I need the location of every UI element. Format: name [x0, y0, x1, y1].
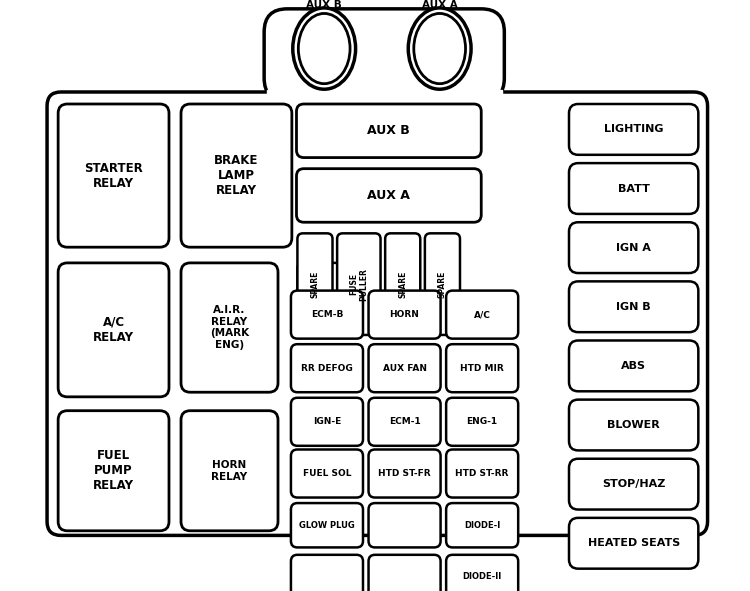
FancyBboxPatch shape: [368, 503, 440, 547]
Text: A/C
RELAY: A/C RELAY: [93, 316, 134, 344]
FancyBboxPatch shape: [569, 340, 698, 391]
FancyBboxPatch shape: [181, 411, 278, 531]
Text: AUX B: AUX B: [368, 124, 410, 137]
FancyBboxPatch shape: [296, 104, 482, 158]
FancyBboxPatch shape: [569, 163, 698, 214]
FancyBboxPatch shape: [569, 518, 698, 569]
Text: ECM-B: ECM-B: [310, 310, 344, 319]
Ellipse shape: [298, 14, 350, 84]
FancyBboxPatch shape: [446, 291, 518, 339]
Text: ABS: ABS: [621, 361, 646, 371]
Text: BLOWER: BLOWER: [608, 420, 660, 430]
FancyBboxPatch shape: [386, 233, 420, 335]
Text: IGN A: IGN A: [616, 243, 651, 252]
FancyBboxPatch shape: [368, 398, 440, 446]
Text: FUSE
PULLER: FUSE PULLER: [350, 268, 368, 301]
FancyBboxPatch shape: [291, 398, 363, 446]
Text: HORN
RELAY: HORN RELAY: [211, 460, 248, 482]
FancyBboxPatch shape: [368, 291, 440, 339]
FancyBboxPatch shape: [569, 281, 698, 332]
Text: AUX B: AUX B: [306, 0, 342, 10]
FancyBboxPatch shape: [264, 9, 504, 101]
FancyBboxPatch shape: [58, 411, 169, 531]
FancyBboxPatch shape: [446, 344, 518, 392]
FancyBboxPatch shape: [569, 400, 698, 450]
Text: DIODE-I: DIODE-I: [464, 521, 500, 530]
FancyBboxPatch shape: [291, 450, 363, 498]
Bar: [267, 90, 502, 101]
FancyBboxPatch shape: [291, 291, 363, 339]
FancyBboxPatch shape: [291, 555, 363, 591]
FancyBboxPatch shape: [296, 168, 482, 222]
Text: AUX A: AUX A: [368, 189, 410, 202]
FancyBboxPatch shape: [58, 104, 169, 247]
Text: IGN-E: IGN-E: [313, 417, 341, 426]
Text: BRAKE
LAMP
RELAY: BRAKE LAMP RELAY: [214, 154, 259, 197]
Text: SPARE: SPARE: [310, 271, 320, 298]
Text: DIODE-II: DIODE-II: [463, 573, 502, 582]
FancyBboxPatch shape: [181, 263, 278, 392]
Text: SPARE: SPARE: [398, 271, 407, 298]
Text: GLOW PLUG: GLOW PLUG: [299, 521, 355, 530]
FancyBboxPatch shape: [58, 263, 169, 397]
Text: AUX A: AUX A: [422, 0, 458, 10]
Text: HTD ST-FR: HTD ST-FR: [378, 469, 430, 478]
Text: STOP/HAZ: STOP/HAZ: [602, 479, 665, 489]
FancyBboxPatch shape: [569, 222, 698, 273]
Ellipse shape: [292, 8, 356, 89]
Text: SPARE: SPARE: [438, 271, 447, 298]
FancyBboxPatch shape: [368, 450, 440, 498]
Text: FUEL
PUMP
RELAY: FUEL PUMP RELAY: [93, 449, 134, 492]
Text: ENG-1: ENG-1: [466, 417, 498, 426]
Text: AUX FAN: AUX FAN: [382, 363, 427, 373]
Ellipse shape: [414, 14, 466, 84]
FancyBboxPatch shape: [337, 233, 380, 335]
Text: HORN: HORN: [389, 310, 419, 319]
Text: ECM-1: ECM-1: [388, 417, 421, 426]
Text: A.I.R.
RELAY
(MARK
ENG): A.I.R. RELAY (MARK ENG): [210, 305, 249, 350]
Text: LIGHTING: LIGHTING: [604, 124, 664, 134]
FancyBboxPatch shape: [291, 344, 363, 392]
Text: A/C: A/C: [474, 310, 490, 319]
FancyBboxPatch shape: [47, 92, 707, 535]
FancyBboxPatch shape: [368, 344, 440, 392]
FancyBboxPatch shape: [446, 398, 518, 446]
Text: IGN B: IGN B: [616, 302, 651, 312]
FancyBboxPatch shape: [569, 104, 698, 155]
Ellipse shape: [408, 8, 471, 89]
FancyBboxPatch shape: [291, 503, 363, 547]
FancyBboxPatch shape: [368, 555, 440, 591]
FancyBboxPatch shape: [181, 104, 292, 247]
Text: HEATED SEATS: HEATED SEATS: [587, 538, 680, 548]
FancyBboxPatch shape: [446, 555, 518, 591]
Text: RR DEFOG: RR DEFOG: [301, 363, 352, 373]
FancyBboxPatch shape: [446, 503, 518, 547]
FancyBboxPatch shape: [298, 233, 332, 335]
FancyBboxPatch shape: [425, 233, 460, 335]
Text: STARTER
RELAY: STARTER RELAY: [84, 161, 143, 190]
Text: BATT: BATT: [618, 184, 650, 193]
Text: HTD ST-RR: HTD ST-RR: [455, 469, 509, 478]
FancyBboxPatch shape: [569, 459, 698, 509]
Text: FUEL SOL: FUEL SOL: [303, 469, 351, 478]
FancyBboxPatch shape: [446, 450, 518, 498]
FancyBboxPatch shape: [298, 263, 355, 311]
Text: HTD MIR: HTD MIR: [460, 363, 504, 373]
